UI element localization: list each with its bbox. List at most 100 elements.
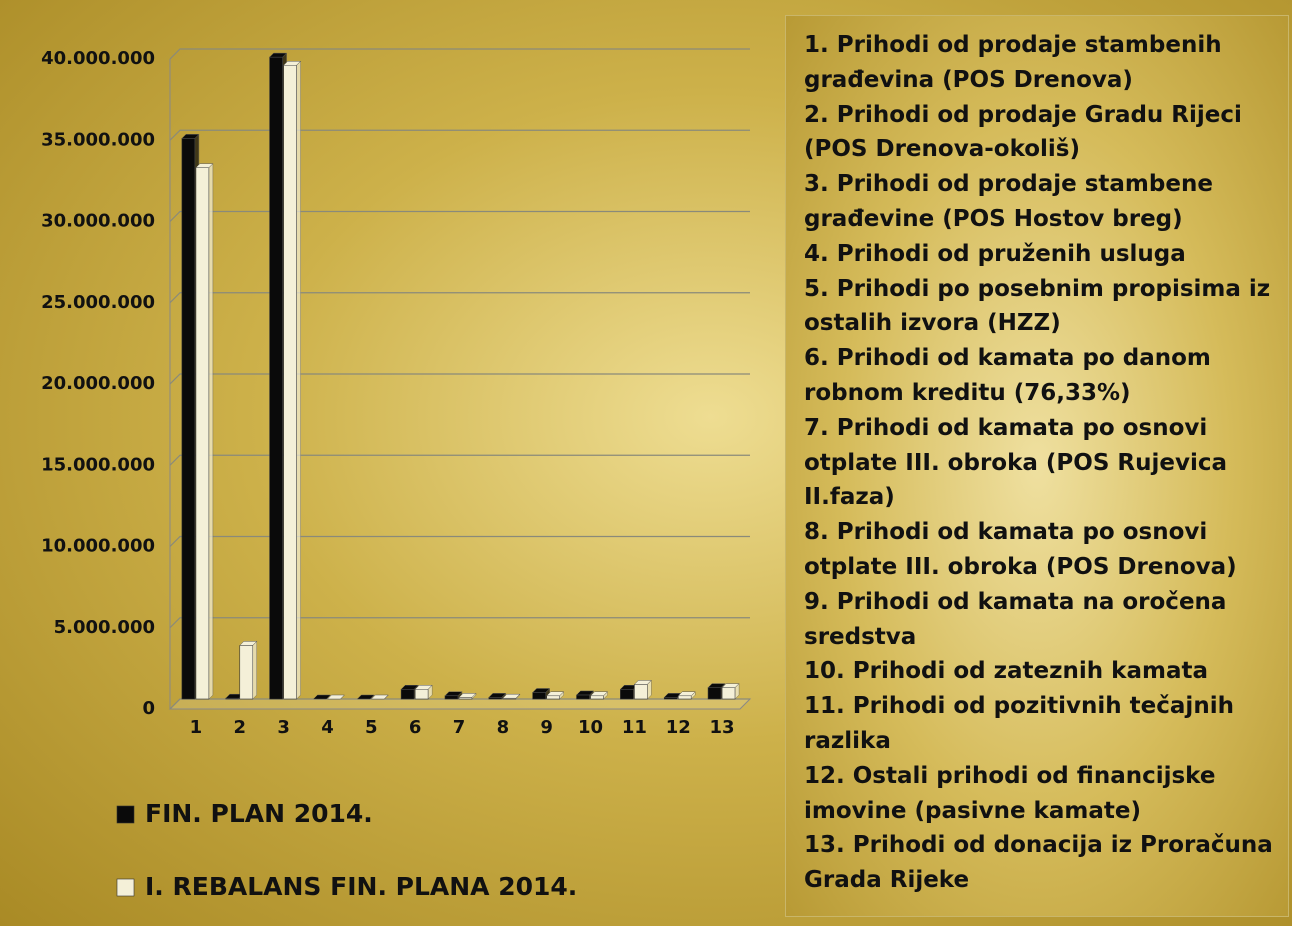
x-tick-label: 7 xyxy=(453,717,466,738)
y-tick-label: 20.000.000 xyxy=(41,373,155,394)
category-description: 1. Prihodi od prodaje stambenih građevin… xyxy=(804,32,1222,93)
bar xyxy=(283,64,297,700)
bar xyxy=(576,694,590,700)
grid-line xyxy=(169,292,750,304)
legend-swatch xyxy=(116,878,135,897)
x-tick-label: 10 xyxy=(578,717,603,738)
x-tick-label: 6 xyxy=(409,717,422,738)
y-tick-label: 25.000.000 xyxy=(41,292,155,313)
bar-group xyxy=(370,694,389,700)
x-tick-label: 1 xyxy=(190,717,203,738)
chart: 0 5.000.000 10.000.000 15.000.000 20.000.000… xyxy=(41,48,752,901)
bar-group xyxy=(239,640,258,700)
plot-floor xyxy=(168,698,752,710)
y-tick-label: 10.000.000 xyxy=(41,536,155,557)
x-tick-label: 2 xyxy=(234,717,247,738)
bar-group xyxy=(283,60,302,700)
bar-group xyxy=(721,683,740,700)
bar xyxy=(721,687,736,700)
y-tick-label: 15.000.000 xyxy=(41,454,155,475)
x-tick-label: 3 xyxy=(277,717,290,738)
bar-group xyxy=(488,692,507,700)
category-description: 7. Prihodi od kamata po osnovi otplate I… xyxy=(804,414,1228,511)
bar-side xyxy=(734,683,740,700)
category-description: 3. Prihodi od prodaje stambene građevine… xyxy=(804,171,1213,232)
bar xyxy=(677,695,692,700)
bar xyxy=(707,687,722,700)
category-description: 4. Prihodi od pruženih usluga xyxy=(804,240,1186,267)
bar xyxy=(444,695,459,700)
category-description: 6. Prihodi od kamata po danom robnom kre… xyxy=(804,345,1211,406)
bar xyxy=(546,695,560,700)
bar-group xyxy=(502,693,521,700)
bar-group xyxy=(414,684,433,700)
y-tick-label: 5.000.000 xyxy=(54,617,155,638)
bar-group xyxy=(326,694,346,700)
y-tick-label: 30.000.000 xyxy=(41,211,155,232)
y-tick-label: 35.000.000 xyxy=(41,129,155,150)
bar xyxy=(414,688,429,700)
bar xyxy=(195,167,210,700)
bar-group xyxy=(589,691,609,700)
legend-label: FIN. PLAN 2014. xyxy=(145,799,373,828)
bar-side xyxy=(296,60,301,700)
bar xyxy=(620,688,634,700)
bar-group xyxy=(458,692,477,700)
category-description: 8. Prihodi od kamata po osnovi otplate I… xyxy=(804,519,1237,580)
x-tick-label: 5 xyxy=(365,717,378,738)
bar xyxy=(239,645,254,700)
bar-group xyxy=(677,691,696,700)
bar-side xyxy=(603,691,608,700)
x-tick-label: 8 xyxy=(497,717,510,738)
grid-line xyxy=(169,373,750,385)
bar-group xyxy=(195,163,214,700)
bar xyxy=(181,138,196,700)
category-description: 11. Prihodi od pozitivnih tečajnih razli… xyxy=(804,693,1234,754)
grid-line xyxy=(169,617,750,629)
bar-side xyxy=(515,693,521,700)
grid-line xyxy=(169,210,750,222)
category-description: 10. Prihodi od zateznih kamata xyxy=(804,658,1208,685)
bar-group xyxy=(356,694,375,700)
x-tick-label: 9 xyxy=(540,717,553,738)
grid-line xyxy=(169,535,750,547)
grid-line xyxy=(169,48,750,60)
bar-side xyxy=(252,640,258,700)
y-tick-label: 0 xyxy=(142,698,155,719)
bar-side xyxy=(326,694,331,700)
grid-line xyxy=(169,129,750,141)
bar-side xyxy=(471,692,477,700)
bar-side xyxy=(647,679,652,700)
bar-side xyxy=(427,684,433,700)
category-description: 9. Prihodi od kamata na oročena sredstva xyxy=(804,588,1227,650)
bar xyxy=(400,688,415,700)
bar xyxy=(269,56,283,700)
bar xyxy=(634,684,648,700)
x-tick-label: 13 xyxy=(710,717,735,738)
x-tick-label: 11 xyxy=(622,717,647,738)
bar-side xyxy=(559,691,564,700)
y-tick-label: 40.000.000 xyxy=(41,48,155,69)
category-description: 5. Prihodi po posebnim propisima iz osta… xyxy=(804,275,1271,337)
description-panel: 1. Prihodi od prodaje stambenih građevin… xyxy=(785,15,1289,917)
bar-group xyxy=(312,694,332,700)
bar-side xyxy=(208,163,214,700)
bar-side xyxy=(340,694,345,700)
grid-line xyxy=(169,454,750,466)
legend-swatch xyxy=(116,805,135,824)
bar-group xyxy=(444,691,463,700)
bar-side xyxy=(690,691,696,700)
legend-label: I. REBALANS FIN. PLANA 2014. xyxy=(145,872,577,901)
bar-side xyxy=(384,694,389,700)
x-tick-label: 4 xyxy=(321,717,334,738)
bar-group xyxy=(546,691,565,700)
bar xyxy=(532,692,546,700)
bar xyxy=(590,695,604,700)
bar-group xyxy=(633,679,652,700)
bar-side xyxy=(370,694,375,700)
category-description: 2. Prihodi od prodaje Gradu Rijeci (POS … xyxy=(804,101,1242,163)
category-description: 12. Ostali prihodi od financijske imovin… xyxy=(804,762,1216,824)
x-tick-label: 12 xyxy=(666,717,691,738)
category-description: 13. Prihodi od donacija iz Proračuna Gra… xyxy=(804,832,1273,894)
